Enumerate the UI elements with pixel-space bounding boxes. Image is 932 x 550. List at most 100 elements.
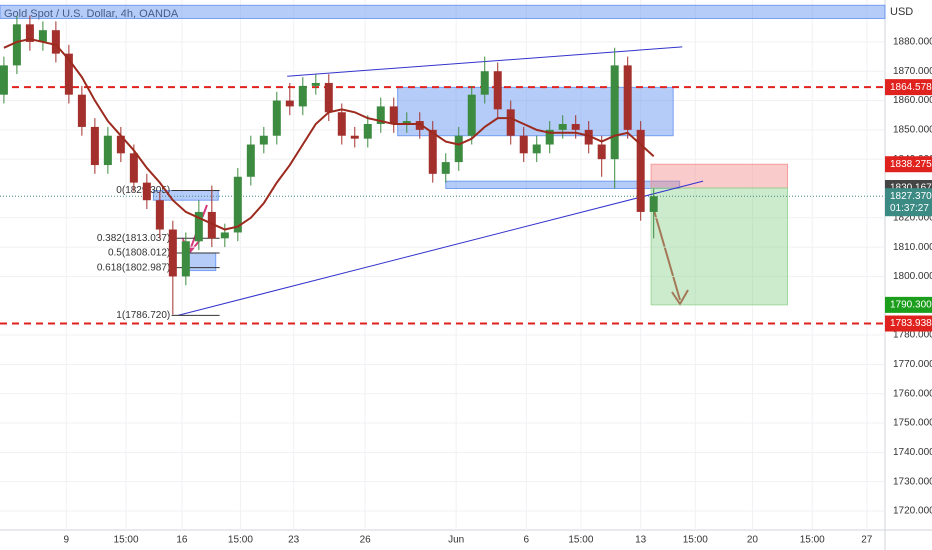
candle-body: [623, 65, 632, 130]
x-tick-label: 16: [176, 535, 188, 546]
y-tick-label: 1810.000: [893, 242, 932, 253]
price-tag: [885, 296, 932, 313]
chart-title: Gold Spot / U.S. Dollar, 4h, OANDA: [4, 8, 179, 20]
candle-body: [428, 129, 437, 174]
x-tick-label: 15:00: [568, 535, 593, 546]
moving-average: [3, 37, 655, 231]
candle-body: [532, 144, 541, 154]
candle-body: [597, 144, 606, 160]
candle-body: [155, 200, 164, 230]
candle-body: [64, 53, 73, 95]
x-tick-label: 20: [747, 535, 759, 546]
price-tag: [885, 79, 932, 96]
candle-body: [285, 100, 294, 107]
y-tick-label: 1730.000: [893, 476, 932, 487]
x-tick-label: 6: [524, 535, 530, 546]
y-tick-label: 1780.000: [893, 330, 932, 341]
candle-body: [272, 100, 281, 136]
candle-body: [38, 30, 47, 42]
candle-body: [324, 82, 333, 113]
price-tag-label: 1864.578: [890, 82, 932, 93]
x-tick-label: 15:00: [228, 535, 253, 546]
price-tag: [885, 188, 932, 217]
y-tick-label: 1760.000: [893, 388, 932, 399]
candle-body: [389, 106, 398, 124]
candle-body: [129, 153, 138, 183]
fib-label: 0.5(1808.012): [108, 248, 170, 259]
candle-body: [259, 135, 268, 145]
x-tick-label: 9: [63, 535, 69, 546]
candle-body: [493, 71, 502, 110]
x-tick-label: 27: [861, 535, 873, 546]
candle-body: [181, 241, 190, 277]
countdown: 01:37:27: [890, 203, 929, 214]
zone: [650, 187, 789, 306]
fib-label: 0.618(1802.987): [97, 262, 170, 273]
candle-body: [25, 24, 34, 42]
zone: [445, 180, 681, 189]
candle-body: [441, 162, 450, 174]
candle-body: [311, 82, 320, 86]
x-tick-label: Jun: [448, 535, 464, 546]
price-tag-label: 1827.370: [890, 191, 932, 202]
price-tag: [885, 156, 932, 173]
candle-body: [51, 30, 60, 54]
candle-body: [480, 71, 489, 95]
price-tag-label: 1790.300: [890, 300, 932, 311]
y-tick-label: 1870.000: [893, 66, 932, 77]
candle-body: [545, 129, 554, 145]
candle-body: [77, 94, 86, 127]
zone: [650, 163, 789, 189]
x-tick-label: 15:00: [114, 535, 139, 546]
candle-body: [350, 135, 359, 139]
x-tick-label: 23: [288, 535, 300, 546]
candle-body: [103, 135, 112, 166]
fib-label: 0.382(1813.037): [97, 233, 170, 244]
currency: USD: [890, 6, 913, 18]
candle-body: [220, 232, 229, 239]
candle-body: [363, 123, 372, 139]
candle-body: [194, 211, 203, 242]
arrow: [650, 199, 689, 306]
candle-body: [571, 123, 580, 130]
candle-body: [337, 112, 346, 136]
price-tag-label: 1838.275: [890, 159, 932, 170]
y-tick-label: 1850.000: [893, 125, 932, 136]
x-tick-label: 13: [635, 535, 647, 546]
candle-body: [90, 126, 99, 166]
price-tag-label: 1783.938: [890, 318, 932, 329]
candle-body: [467, 94, 476, 136]
candle-body: [636, 129, 645, 212]
candle-body: [12, 24, 21, 66]
candle-body: [0, 65, 8, 95]
candle-body: [454, 135, 463, 163]
y-tick-label: 1720.000: [893, 506, 932, 517]
x-tick-label: 15:00: [800, 535, 825, 546]
candle-body: [207, 211, 216, 239]
y-tick-label: 1820.000: [893, 212, 932, 223]
candle-body: [584, 129, 593, 145]
fib-label: 1(1786.720): [116, 310, 170, 321]
candle-body: [168, 229, 177, 277]
candle-body: [298, 85, 307, 107]
candle-body: [402, 121, 411, 124]
y-tick-label: 1880.000: [893, 37, 932, 48]
candle-body: [116, 135, 125, 154]
y-tick-label: 1750.000: [893, 418, 932, 429]
candle-body: [610, 65, 619, 160]
price-tag-label: 1830.167: [890, 183, 932, 194]
candle-body: [649, 196, 658, 212]
y-tick-label: 1800.000: [893, 271, 932, 282]
candle-body: [376, 106, 385, 124]
candle-body: [506, 109, 515, 136]
candle-body: [558, 123, 567, 130]
price-tag: [885, 315, 932, 332]
candle-body: [415, 121, 424, 130]
candle-body: [233, 176, 242, 233]
y-tick-label: 1860.000: [893, 95, 932, 106]
y-tick-label: 1740.000: [893, 447, 932, 458]
candle-body: [519, 135, 528, 154]
candle-body: [142, 182, 151, 201]
zone: [0, 4, 886, 19]
